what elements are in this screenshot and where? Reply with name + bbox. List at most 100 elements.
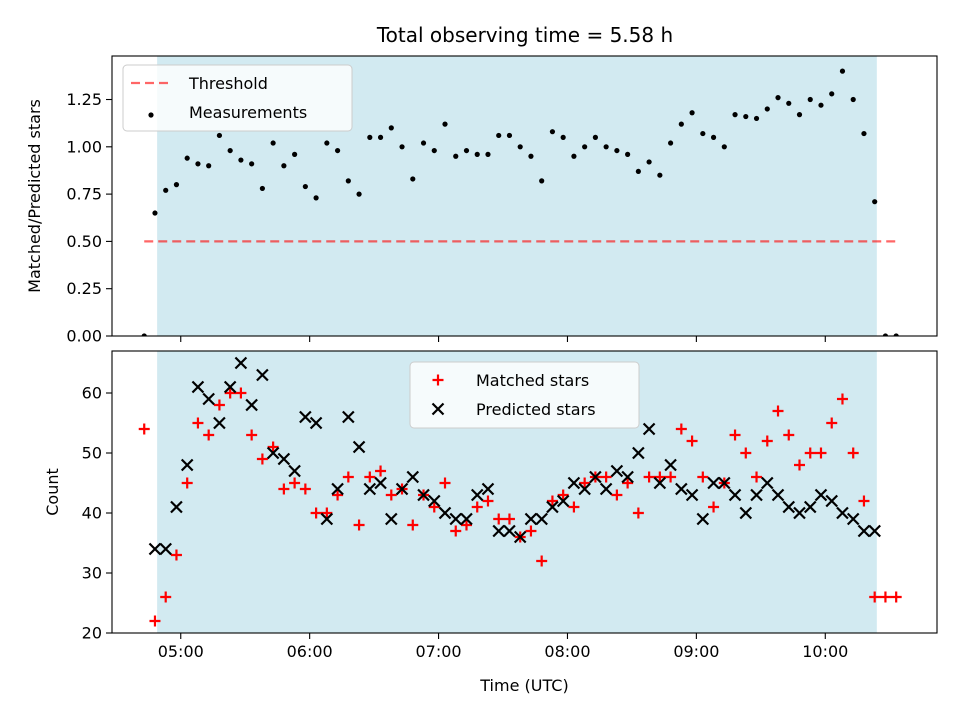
measurement-point <box>689 110 695 116</box>
matched-star-point <box>407 519 419 531</box>
measurement-point <box>764 106 770 112</box>
measurement-point <box>206 163 212 169</box>
measurement-point <box>753 115 760 122</box>
predicted-star-point <box>438 506 452 520</box>
measurement-point <box>463 147 470 154</box>
measurement-point <box>302 183 308 190</box>
matched-star-point <box>439 477 451 489</box>
measurement-point <box>786 100 792 106</box>
predicted-star-point <box>803 500 817 514</box>
panel-counts: 05:00 06:00 07:00 08:00 09:00 10:00 20 30 40 50 60… <box>43 350 938 695</box>
predicted-star-point <box>180 458 194 472</box>
y-tick-label: 0.50 <box>66 232 102 251</box>
y-axis-label: Count <box>43 468 62 516</box>
measurement-point <box>571 153 577 159</box>
legend-label: Threshold <box>188 74 268 93</box>
y-tick-label: 0.75 <box>66 185 102 204</box>
matched-star-point <box>794 459 805 471</box>
measurement-point <box>657 172 663 178</box>
matched-star-point <box>149 615 161 627</box>
predicted-star-point <box>546 500 559 514</box>
predicted-star-point <box>363 482 377 496</box>
measurement-point <box>141 333 147 336</box>
matched-star-point <box>665 471 677 483</box>
matched-star-point <box>235 387 247 399</box>
measurement-point <box>667 140 674 146</box>
predicted-star-point <box>814 488 828 502</box>
matched-star-point <box>428 501 440 513</box>
y-axis-label: Matched/Predicted stars <box>25 99 44 293</box>
predicted-star-point <box>578 482 591 496</box>
matched-star-point <box>256 453 268 465</box>
matched-star-point <box>783 429 795 441</box>
measurement-point <box>431 147 437 154</box>
x-axis-label: Time (UTC) <box>479 676 568 695</box>
matched-star-point <box>181 477 193 489</box>
measurement-point <box>549 129 556 135</box>
measurement-point <box>882 333 889 336</box>
measurement-point <box>281 163 287 169</box>
matched-star-point <box>708 501 720 513</box>
y-tick-label: 0.00 <box>66 327 102 346</box>
measurement-point <box>324 140 330 146</box>
measurement-point <box>474 151 480 157</box>
measurement-point <box>893 333 899 336</box>
measurement-point <box>345 178 351 184</box>
y-tick-label: 1.00 <box>66 137 102 156</box>
matched-star-point <box>525 525 537 537</box>
measurement-point <box>839 68 846 74</box>
predicted-star-point <box>846 512 860 526</box>
predicted-star-point <box>266 446 280 460</box>
predicted-star-point <box>610 464 624 478</box>
measurement-point <box>420 140 427 146</box>
measurement-point <box>775 95 781 101</box>
measurement-point <box>517 144 523 150</box>
predicted-star-point <box>707 476 720 490</box>
measurement-point <box>614 147 620 154</box>
predicted-star-point <box>352 440 366 454</box>
legend: Threshold Measurements <box>122 64 353 132</box>
measurement-point <box>173 182 180 188</box>
matched-star-point <box>493 513 505 525</box>
matched-star-point <box>385 489 397 501</box>
matched-star-point <box>654 471 666 483</box>
x-tick-label: 09:00 <box>673 642 719 661</box>
measurement-point <box>560 134 566 140</box>
predicted-star-point <box>642 422 656 436</box>
matched-star-point <box>138 423 150 435</box>
matched-star-point <box>267 441 279 453</box>
measurement-point <box>259 185 265 192</box>
predicted-star-point <box>535 512 548 526</box>
predicted-star-point <box>599 482 613 496</box>
matched-star-point <box>686 435 698 447</box>
predicted-star-point <box>664 458 677 472</box>
matched-star-point <box>890 591 902 603</box>
predicted-star-point <box>159 542 172 556</box>
predicted-star-point <box>320 512 334 526</box>
panel-ratio: 0.00 0.25 0.50 0.75 1.00 1.25 Matched/Predicte… <box>25 55 938 346</box>
predicted-star-point <box>213 416 226 430</box>
matched-star-point <box>321 507 333 519</box>
predicted-star-point <box>653 476 667 490</box>
measurement-point <box>646 159 652 165</box>
y-tick-label: 50 <box>82 444 102 463</box>
measurement-point <box>377 134 384 140</box>
predicted-star-point <box>191 380 205 394</box>
predicted-star-point <box>299 410 312 424</box>
predicted-star-point <box>309 416 323 430</box>
y-tick-label: 1.25 <box>66 90 102 109</box>
measurement-point <box>152 210 158 216</box>
predicted-star-point <box>760 476 774 490</box>
matched-star-point <box>879 591 891 603</box>
predicted-star-point <box>621 470 634 484</box>
predicted-star-point <box>427 494 441 508</box>
y-tick-label: 30 <box>82 564 102 583</box>
matched-star-point <box>600 471 612 483</box>
predicted-star-point <box>503 524 516 538</box>
matched-star-point <box>224 387 236 399</box>
measurement-point <box>807 96 813 103</box>
predicted-star-point <box>148 542 162 556</box>
chart-title: Total observing time = 5.58 h <box>376 23 673 47</box>
measurement-point <box>227 147 233 154</box>
measurement-point <box>195 161 201 167</box>
